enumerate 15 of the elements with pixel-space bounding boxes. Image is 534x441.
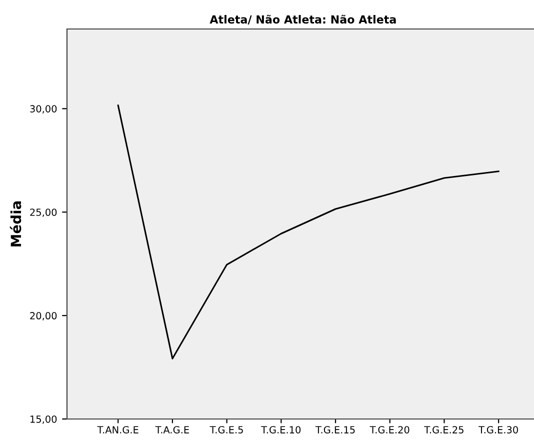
- x-tick-label: T.G.E.15: [315, 426, 355, 434]
- chart-title: Atleta/ Não Atleta: Não Atleta: [210, 14, 396, 24]
- y-tick-label: 15,00: [30, 415, 57, 424]
- line-series: [117, 104, 500, 360]
- y-tick-label: 20,00: [30, 312, 57, 320]
- y-tick-label: 30,00: [30, 105, 57, 114]
- y-axis-title: Média: [10, 201, 22, 246]
- x-tick-label: T.G.E.25: [424, 426, 464, 434]
- x-tick-label: T.G.E.20: [370, 426, 410, 434]
- y-tick-label: 25,00: [30, 208, 57, 217]
- x-tick-label: T.A.G.E: [155, 426, 189, 434]
- x-tick-label: T.G.E.30: [478, 426, 518, 434]
- x-tick-label: T.G.E.10: [261, 426, 301, 434]
- x-tick-label: T.AN.G.E: [97, 426, 138, 434]
- x-tick-label: T.G.E.5: [210, 426, 243, 434]
